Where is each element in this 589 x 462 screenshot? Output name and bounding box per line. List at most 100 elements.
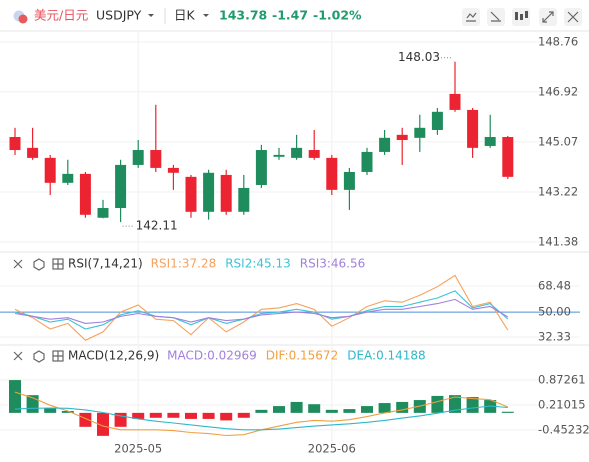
- macd-bar: [431, 395, 444, 413]
- close-icon[interactable]: [13, 259, 23, 269]
- period[interactable]: 日K: [174, 8, 196, 23]
- legend-entry: RSI3:46.56: [300, 257, 366, 271]
- legend-entry: RSI1:37.28: [151, 257, 217, 271]
- candle-body: [185, 176, 197, 212]
- y-tick-label: 143.22: [538, 185, 578, 199]
- candle-body: [150, 150, 162, 168]
- macd-bar: [26, 395, 39, 413]
- candle-body: [449, 93, 461, 110]
- macd-bar: [361, 406, 373, 413]
- indicator-line: [14, 405, 508, 431]
- legend-entry: RSI2:45.13: [225, 257, 291, 271]
- candle-body: [79, 173, 91, 215]
- macd-bar: [149, 412, 162, 418]
- y-tick-label: 145.07: [538, 134, 578, 148]
- candle-body: [273, 154, 285, 157]
- x-tick-label: 2025-05: [114, 442, 162, 456]
- toolbar[interactable]: [462, 8, 582, 26]
- tool-icon: [515, 11, 528, 20]
- y-tick-label: 0.87261: [538, 372, 586, 386]
- candle-body: [361, 151, 373, 172]
- close-icon[interactable]: [13, 351, 23, 361]
- grid-icon: [53, 351, 63, 361]
- candle-body: [203, 172, 215, 212]
- tool-icon: [466, 12, 477, 22]
- x-tick-label: 2025-06: [308, 442, 356, 456]
- candle-body: [326, 157, 338, 190]
- macd-header: [13, 350, 64, 363]
- candle-body: [502, 137, 514, 177]
- y-tick-label: 50.00: [538, 305, 571, 319]
- candle-body: [255, 150, 267, 185]
- annotation: 148.03: [398, 50, 440, 64]
- candle-body: [484, 137, 496, 146]
- macd-bar: [220, 412, 233, 421]
- tool-button[interactable]: [462, 8, 480, 26]
- tool-icon: [542, 11, 554, 23]
- macd-bar: [308, 404, 321, 413]
- settings-icon[interactable]: [33, 258, 45, 271]
- header: 美元/日元 USDJPY 日K 143.78 -1.47 -1.02%: [13, 8, 582, 26]
- change-percent: -1.02%: [313, 8, 362, 23]
- macd-bar: [449, 395, 461, 413]
- y-tick-label: 148.76: [538, 34, 578, 48]
- macd-bar: [9, 380, 21, 413]
- macd-bar: [44, 407, 57, 413]
- settings-icon[interactable]: [33, 350, 45, 363]
- candle-body: [414, 127, 426, 138]
- candle-body: [379, 137, 391, 152]
- candle-body: [396, 134, 408, 140]
- candle-body: [431, 111, 443, 130]
- grid-icon: [53, 259, 63, 269]
- macd-bar: [255, 409, 268, 413]
- macd-bar: [273, 406, 285, 413]
- tool-icon: [490, 11, 501, 22]
- indicator-title: MACD(12,26,9): [68, 349, 159, 363]
- candle-body: [97, 208, 109, 218]
- macd-bar: [290, 401, 303, 413]
- macd-bar: [343, 409, 356, 413]
- indicator-line: [14, 298, 509, 324]
- legend-entry: DEA:0.14188: [347, 349, 426, 363]
- candle-body: [44, 157, 56, 183]
- macd-bar: [466, 397, 479, 413]
- macd-bar: [396, 401, 409, 413]
- candle-body: [9, 137, 21, 151]
- macd-bar: [325, 409, 338, 413]
- macd-bar: [378, 403, 391, 413]
- candle-body: [62, 173, 74, 183]
- macd-bar: [167, 412, 180, 418]
- candle-body: [467, 109, 479, 148]
- change: -1.47: [272, 8, 308, 23]
- indicator-title: RSI(7,14,21): [68, 257, 143, 271]
- flag-icon: [18, 14, 28, 24]
- y-tick-label: 68.48: [538, 279, 571, 293]
- macd-bar: [132, 412, 145, 419]
- y-tick-label: 0.21015: [538, 397, 586, 411]
- macd-bar: [237, 412, 250, 418]
- symbol-name: 美元/日元: [34, 8, 88, 23]
- macd-bar: [97, 412, 109, 436]
- dropdown-arrow[interactable]: [203, 14, 209, 17]
- indicator-line: [14, 290, 509, 330]
- rsi-header: [13, 258, 64, 271]
- annotation: 142.11: [136, 219, 178, 233]
- dropdown-arrow[interactable]: [148, 14, 154, 17]
- candle-body: [167, 167, 179, 173]
- candle-body: [238, 187, 250, 212]
- macd-bar: [61, 410, 74, 413]
- macd-bar: [202, 412, 215, 419]
- candle-body: [132, 150, 144, 165]
- macd-bar: [501, 411, 514, 413]
- legend-entry: MACD:0.02969: [167, 349, 257, 363]
- symbol-code[interactable]: USDJPY: [96, 8, 142, 23]
- candle-body: [115, 164, 127, 209]
- y-tick-label: -0.45232: [538, 422, 589, 436]
- candle-body: [27, 147, 39, 158]
- y-tick-label: 32.33: [538, 330, 571, 344]
- legend-entry: DIF:0.15672: [266, 349, 338, 363]
- y-tick-label: 141.38: [538, 234, 578, 248]
- candle-body: [220, 174, 232, 212]
- indicator-line: [14, 274, 509, 341]
